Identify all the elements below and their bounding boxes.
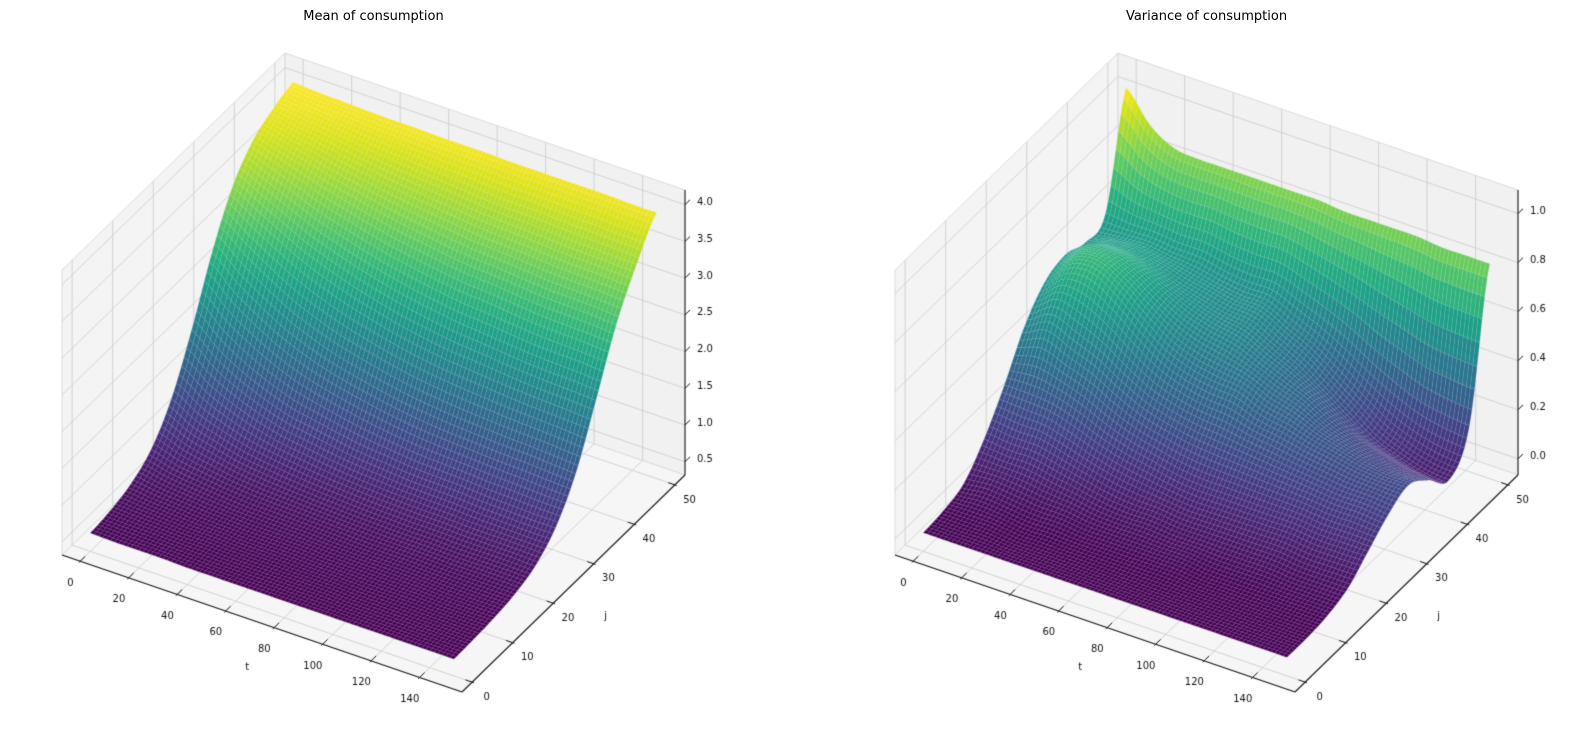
mean-consumption-surface-canvas <box>0 0 787 744</box>
mean-plot-title: Mean of consumption <box>303 9 444 24</box>
variance-plot-title: Variance of consumption <box>1125 9 1288 24</box>
variance-consumption-surface-canvas <box>787 0 1574 744</box>
